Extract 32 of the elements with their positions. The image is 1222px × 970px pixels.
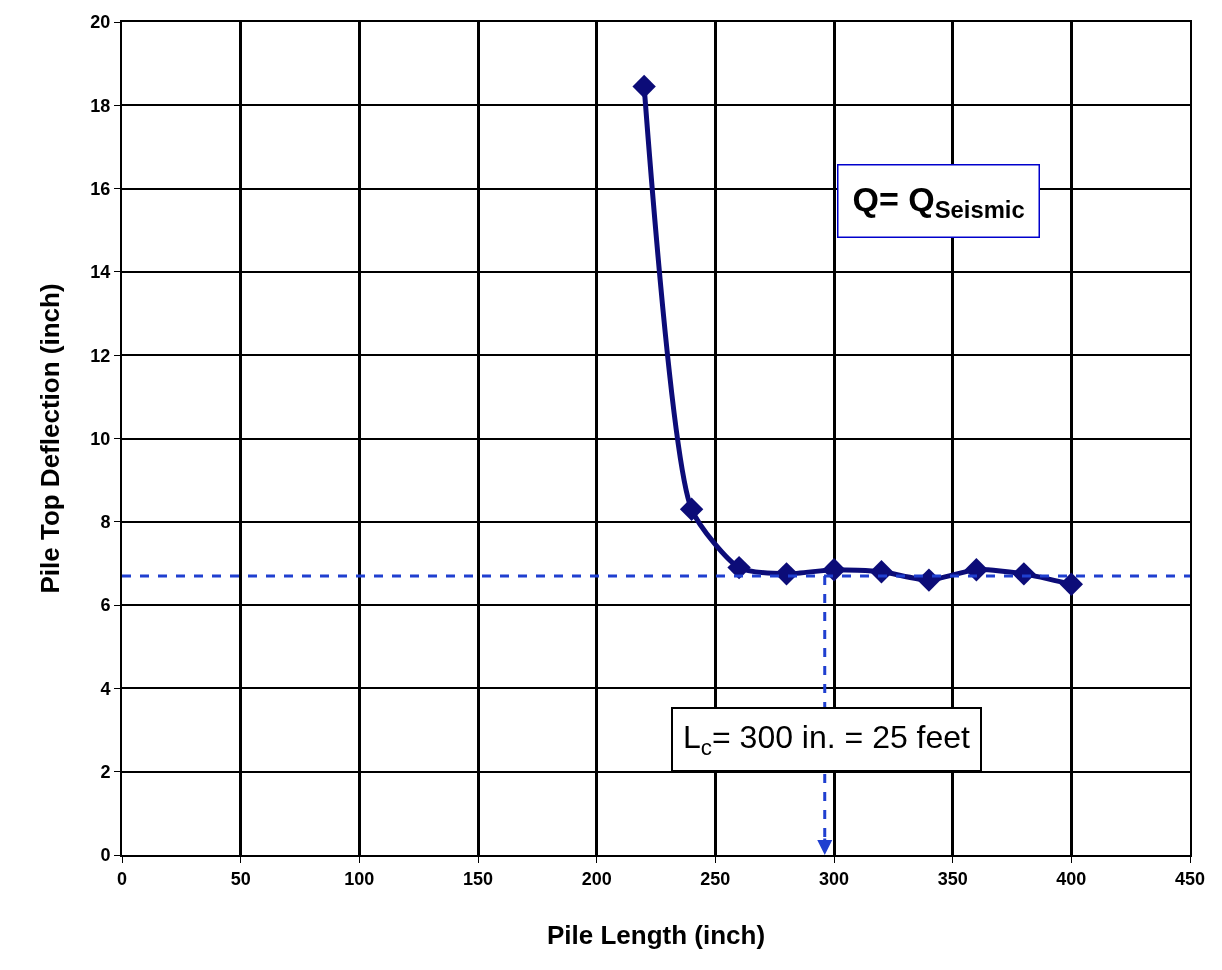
x-tick-label: 400 xyxy=(1056,868,1087,889)
point xyxy=(917,568,941,592)
point xyxy=(822,558,846,582)
x-tick-label: 150 xyxy=(462,868,494,889)
y-tick-label: 8 xyxy=(100,512,111,533)
x-tick-label: 200 xyxy=(581,868,612,889)
x-tick-label: 0 xyxy=(116,868,128,889)
y-tick-label: 18 xyxy=(90,95,111,116)
y-tick-label: 4 xyxy=(100,678,111,699)
x-tick-label: 250 xyxy=(700,868,731,889)
y-axis-title: Pile Top Deflection (inch) xyxy=(35,283,65,594)
y-tick-label: 16 xyxy=(90,178,111,199)
x-axis-title: Pile Length (inch) xyxy=(546,920,766,950)
y-tick-label: 0 xyxy=(100,845,111,866)
x-tick-label: 300 xyxy=(818,868,850,889)
point xyxy=(1059,572,1084,596)
y-tick-label: 20 xyxy=(90,12,111,33)
annotation: L$_{c}$= 300 in. = 25 feet xyxy=(683,719,971,760)
x-tick-label: 50 xyxy=(230,868,251,889)
y-tick-label: 2 xyxy=(100,762,111,782)
y-tick-label: 12 xyxy=(90,345,111,366)
x-tick-label: 100 xyxy=(344,868,375,889)
point xyxy=(679,497,704,522)
x-tick-label: 450 xyxy=(1174,868,1206,889)
x-tick-label: 350 xyxy=(937,868,968,889)
y-tick-label: 6 xyxy=(100,595,111,616)
annotation: Q= Q$_{Seismic}$ xyxy=(852,179,1025,223)
y-tick-label: 14 xyxy=(90,262,111,283)
point xyxy=(727,555,751,580)
y-tick-label: 10 xyxy=(90,428,111,449)
point xyxy=(632,74,656,99)
point xyxy=(964,558,989,582)
